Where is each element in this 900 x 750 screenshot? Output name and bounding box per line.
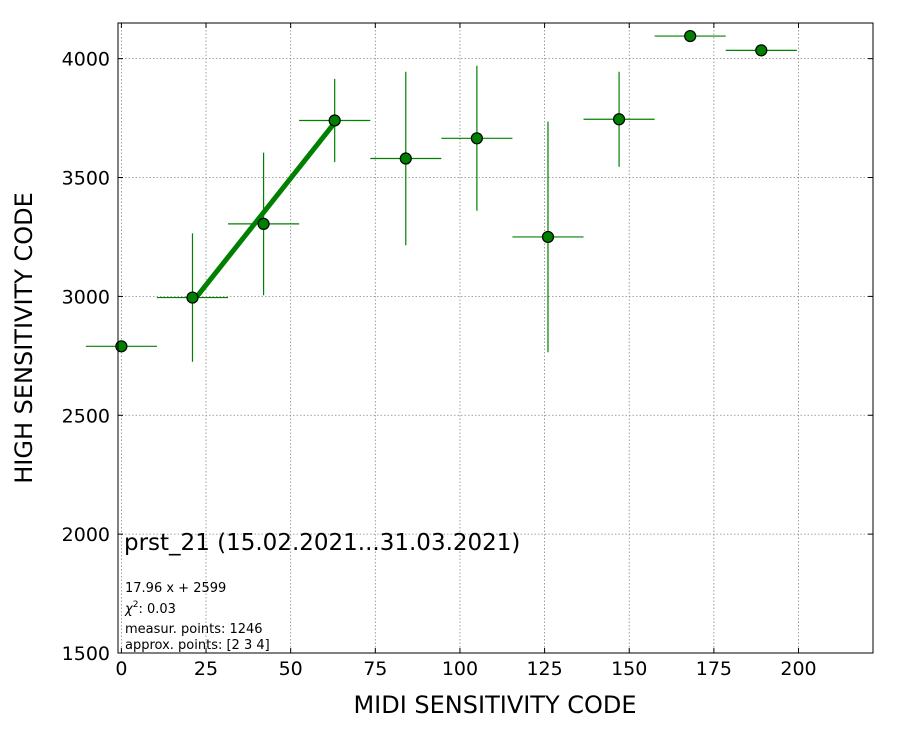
grid-lines (118, 23, 873, 654)
y-tick-label: 2000 (62, 524, 110, 546)
fit-line (190, 121, 337, 304)
x-tick-label: 100 (442, 658, 478, 680)
x-tick-label: 75 (363, 658, 387, 680)
data-point (612, 113, 626, 126)
data-point (755, 44, 768, 57)
x-tick-label: 50 (279, 658, 303, 680)
plot-frame (117, 22, 874, 654)
chi2-value: : 0.03 (138, 602, 175, 617)
data-point (115, 340, 128, 353)
chart-annotation-title: prst_21 (15.02.2021...31.03.2021) (124, 530, 520, 556)
y-tick-label: 3000 (62, 286, 110, 308)
data-point (399, 152, 412, 165)
chi2-label: χ2: 0.03 (124, 600, 176, 617)
data-point (257, 217, 270, 230)
y-tick-label: 2500 (62, 405, 110, 427)
data-point (328, 114, 341, 127)
chi2-symbol: χ (124, 602, 134, 617)
data-point (684, 29, 697, 43)
x-tick-label: 200 (780, 658, 816, 680)
y-tick-label: 1500 (62, 643, 110, 665)
data-series (85, 29, 797, 362)
chi2-superscript: 2 (133, 600, 139, 610)
measur-points-label: measur. points: 1246 (125, 622, 263, 637)
axis-ticks: 0 25 50 75 100 125 150 175 200 1500 2000 2500 3000 35… (62, 23, 873, 680)
x-tick-label: 175 (696, 658, 732, 680)
x-tick-label: 150 (611, 658, 647, 680)
x-tick-label: 125 (526, 658, 562, 680)
x-tick-label: 25 (194, 658, 218, 680)
y-tick-label: 3500 (62, 168, 110, 190)
approx-points-label: approx. points: [2 3 4] (125, 638, 270, 653)
y-tick-label: 4000 (62, 49, 110, 71)
data-point (470, 132, 483, 145)
x-tick-label: 0 (115, 658, 127, 680)
data-point (186, 291, 199, 304)
x-axis-label: MIDI SENSITIVITY CODE (353, 691, 636, 719)
fit-equation-label: 17.96 x + 2599 (125, 581, 226, 596)
data-point (541, 230, 555, 244)
y-axis-label: HIGH SENSITIVITY CODE (10, 192, 38, 484)
